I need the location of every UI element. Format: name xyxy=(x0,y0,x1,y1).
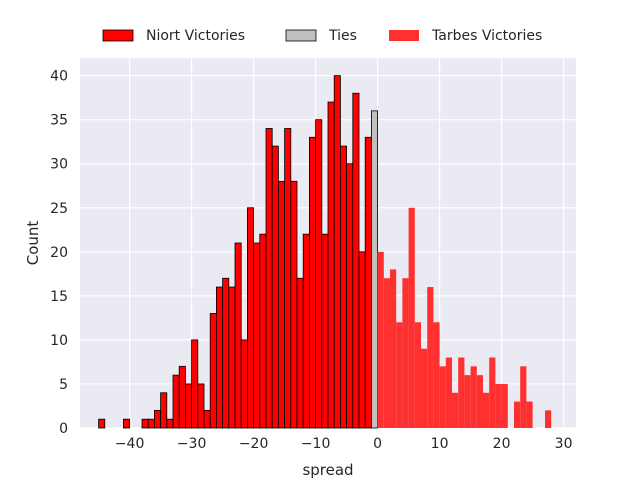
bar-niort-victories xyxy=(141,418,149,429)
bar-niort-victories xyxy=(240,339,248,429)
bar-tarbes-victories xyxy=(464,375,471,428)
bar-niort-victories xyxy=(315,119,323,429)
bar-niort-victories xyxy=(290,180,298,429)
y-axis-label: Count xyxy=(24,221,42,266)
bar-niort-victories xyxy=(339,145,347,429)
bar-tarbes-victories xyxy=(514,401,521,428)
bar-niort-victories xyxy=(327,101,335,429)
y-tick-label: 5 xyxy=(59,377,68,393)
y-tick-label: 25 xyxy=(50,201,68,217)
bar-niort-victories xyxy=(259,233,267,429)
bar-ties xyxy=(370,110,378,429)
bar-niort-victories xyxy=(246,207,254,429)
legend-item-niort-victories: Niort Victories xyxy=(102,28,245,44)
bar-niort-victories xyxy=(358,251,366,429)
x-axis-label: spread xyxy=(302,461,353,479)
bar-tarbes-victories xyxy=(526,401,533,428)
bar-tarbes-victories xyxy=(402,278,409,428)
x-tick-label: 20 xyxy=(493,436,511,452)
bar-niort-victories xyxy=(277,180,285,429)
bar-niort-victories xyxy=(265,128,273,429)
x-tick-label: 10 xyxy=(431,436,449,452)
bar-niort-victories xyxy=(172,374,180,429)
bar-niort-victories xyxy=(333,75,341,429)
bar-niort-victories xyxy=(203,409,211,429)
bar-niort-victories xyxy=(308,136,316,429)
bar-tarbes-victories xyxy=(427,287,434,428)
bar-tarbes-victories xyxy=(439,366,446,428)
histogram-bars xyxy=(98,75,552,429)
legend-swatch xyxy=(389,30,419,41)
y-tick-label: 10 xyxy=(50,333,68,349)
bar-niort-victories xyxy=(160,392,168,429)
bar-niort-victories xyxy=(147,418,155,429)
bar-tarbes-victories xyxy=(483,392,490,428)
bar-tarbes-victories xyxy=(470,366,477,428)
bar-niort-victories xyxy=(209,313,217,429)
bar-tarbes-victories xyxy=(408,207,415,428)
x-tick-label: −30 xyxy=(177,436,207,452)
x-tick-label: −20 xyxy=(239,436,269,452)
bar-tarbes-victories xyxy=(396,322,403,428)
bar-niort-victories xyxy=(191,339,199,429)
bar-niort-victories xyxy=(253,242,261,429)
y-tick-label: 40 xyxy=(50,69,68,85)
bar-niort-victories xyxy=(153,409,161,429)
legend-label: Ties xyxy=(328,28,357,44)
bar-tarbes-victories xyxy=(452,392,459,428)
bar-niort-victories xyxy=(228,286,236,429)
legend-swatch xyxy=(285,29,317,42)
bar-tarbes-victories xyxy=(421,348,428,428)
legend-label: Tarbes Victories xyxy=(431,28,542,44)
bar-niort-victories xyxy=(364,136,372,429)
y-tick-label: 30 xyxy=(50,157,68,173)
y-tick-label: 20 xyxy=(50,245,68,261)
bar-niort-victories xyxy=(271,145,279,429)
bar-niort-victories xyxy=(346,163,354,429)
bar-niort-victories xyxy=(197,383,205,429)
x-tick-label: −10 xyxy=(301,436,331,452)
y-axis-ticks: 0 5 10 15 20 25 30 35 40 xyxy=(50,69,68,437)
bar-niort-victories xyxy=(166,418,174,429)
x-tick-label: 0 xyxy=(373,436,382,452)
bar-niort-victories xyxy=(296,277,304,429)
legend-swatch xyxy=(102,29,134,42)
y-tick-label: 15 xyxy=(50,289,68,305)
bar-niort-victories xyxy=(184,383,192,429)
bar-tarbes-victories xyxy=(390,269,397,428)
bar-tarbes-victories xyxy=(489,357,496,428)
bar-tarbes-victories xyxy=(495,383,502,428)
bar-niort-victories xyxy=(123,418,131,429)
x-tick-label: −40 xyxy=(115,436,145,452)
bar-tarbes-victories xyxy=(433,322,440,428)
bar-tarbes-victories xyxy=(458,357,465,428)
bar-niort-victories xyxy=(178,365,186,429)
bar-tarbes-victories xyxy=(501,383,508,428)
bar-niort-victories xyxy=(234,242,242,429)
bar-tarbes-victories xyxy=(414,322,421,428)
bar-niort-victories xyxy=(284,128,292,429)
y-tick-label: 35 xyxy=(50,113,68,129)
bar-tarbes-victories xyxy=(445,357,452,428)
bar-niort-victories xyxy=(302,233,310,429)
bar-tarbes-victories xyxy=(520,366,527,428)
x-tick-label: 30 xyxy=(555,436,573,452)
y-tick-label: 0 xyxy=(59,421,68,437)
bar-niort-victories xyxy=(222,277,230,429)
bar-tarbes-victories xyxy=(377,251,384,428)
bar-tarbes-victories xyxy=(383,278,390,428)
legend-label: Niort Victories xyxy=(146,28,245,44)
bar-tarbes-victories xyxy=(476,375,483,428)
legend: Niort Victories Ties Tarbes Victories xyxy=(102,28,542,44)
bar-tarbes-victories xyxy=(545,410,552,428)
legend-item-tarbes-victories: Tarbes Victories xyxy=(389,28,542,44)
legend-item-ties: Ties xyxy=(285,28,357,44)
x-axis-ticks: −40 −30 −20 −10 0 10 20 30 xyxy=(115,436,573,452)
bar-niort-victories xyxy=(98,418,106,429)
bar-niort-victories xyxy=(352,92,360,429)
bar-niort-victories xyxy=(215,286,223,429)
bar-niort-victories xyxy=(321,233,329,429)
